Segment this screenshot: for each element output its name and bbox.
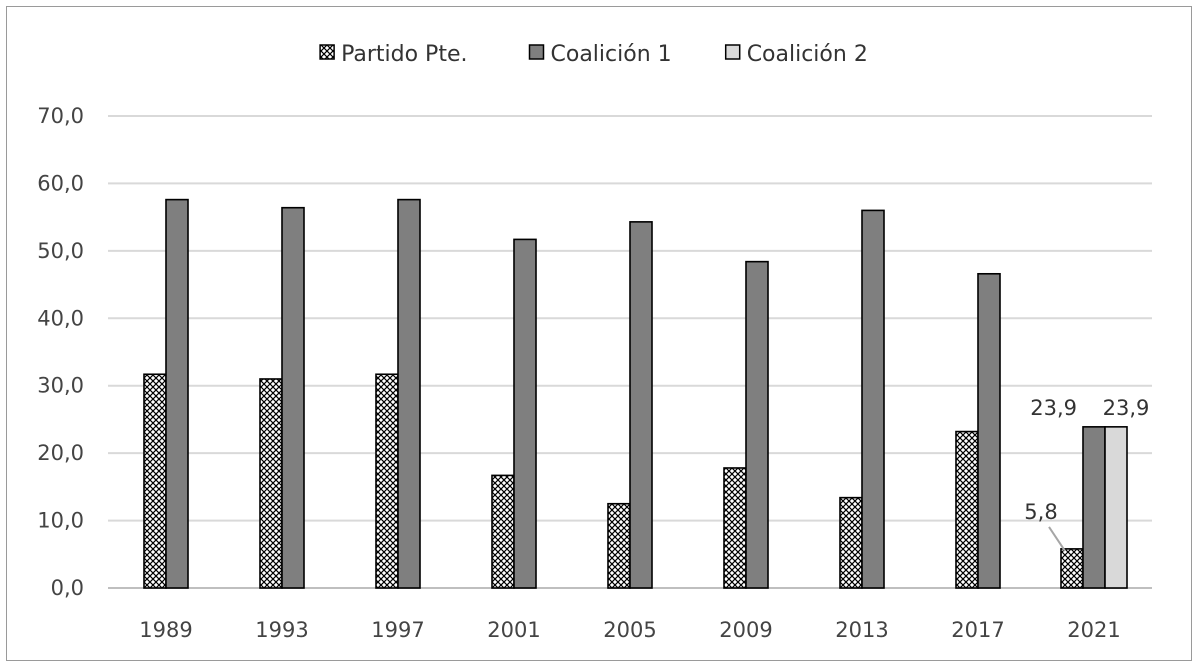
- bar: [1060, 548, 1084, 589]
- bar: [977, 272, 1001, 589]
- x-tick-label: 2009: [719, 618, 772, 642]
- data-label: 5,8: [1024, 500, 1057, 524]
- data-label: 23,9: [1103, 396, 1150, 420]
- bar: [1082, 426, 1106, 589]
- bar: [745, 260, 769, 589]
- y-axis-tick-labels: 0,0 10,0 20,0 30,0 40,0 50,0 60,0 70,0: [37, 104, 84, 600]
- x-tick-label: 2017: [951, 618, 1004, 642]
- x-tick-label: 1989: [139, 618, 192, 642]
- legend-item: Partido Pte.: [319, 42, 467, 67]
- data-labels: 23,9 23,9 5,8: [1024, 396, 1150, 552]
- y-tick-label: 20,0: [37, 441, 84, 465]
- y-tick-label: 40,0: [37, 306, 84, 330]
- x-axis-tick-labels: 1989 1993 1997 2001 2005 2009 2013 2017 2021: [139, 618, 1120, 642]
- x-tick-label: 1993: [255, 618, 308, 642]
- bar: [955, 430, 979, 589]
- bar: [143, 373, 167, 589]
- legend-label: Partido Pte.: [341, 42, 467, 67]
- bar: [607, 502, 631, 589]
- x-tick-label: 2001: [487, 618, 540, 642]
- y-tick-label: 10,0: [37, 509, 84, 533]
- data-label-leader: [1048, 526, 1066, 552]
- bar: [259, 378, 283, 589]
- bar: [629, 221, 653, 589]
- y-tick-label: 30,0: [37, 374, 84, 398]
- legend-swatch: [724, 44, 741, 60]
- legend-label: Coalición 2: [747, 42, 868, 67]
- legend-label: Coalición 1: [551, 42, 672, 67]
- legend-item: Coalición 2: [724, 42, 868, 67]
- y-tick-label: 0,0: [51, 576, 84, 600]
- legend-swatch: [528, 44, 545, 60]
- bar: [513, 238, 537, 589]
- y-tick-label: 50,0: [37, 239, 84, 263]
- legend: Partido Pte. Coalición 1 Coalición 2: [319, 42, 868, 67]
- data-label: 23,9: [1030, 396, 1077, 420]
- bars: [143, 198, 1128, 589]
- x-tick-label: 2013: [835, 618, 888, 642]
- y-tick-label: 70,0: [37, 104, 84, 128]
- x-tick-label: 1997: [371, 618, 424, 642]
- legend-item: Coalición 1: [528, 42, 672, 67]
- bar: [397, 198, 421, 589]
- legend-swatch: [319, 44, 335, 60]
- bar: [165, 198, 189, 589]
- y-tick-label: 60,0: [37, 171, 84, 195]
- bar: [375, 373, 399, 589]
- bar: [491, 474, 515, 589]
- bar: [861, 209, 885, 589]
- bar: [723, 467, 747, 589]
- x-tick-label: 2021: [1067, 618, 1120, 642]
- x-tick-label: 2005: [603, 618, 656, 642]
- bar: [839, 496, 863, 589]
- bar: [281, 206, 305, 589]
- bar: [1104, 426, 1128, 589]
